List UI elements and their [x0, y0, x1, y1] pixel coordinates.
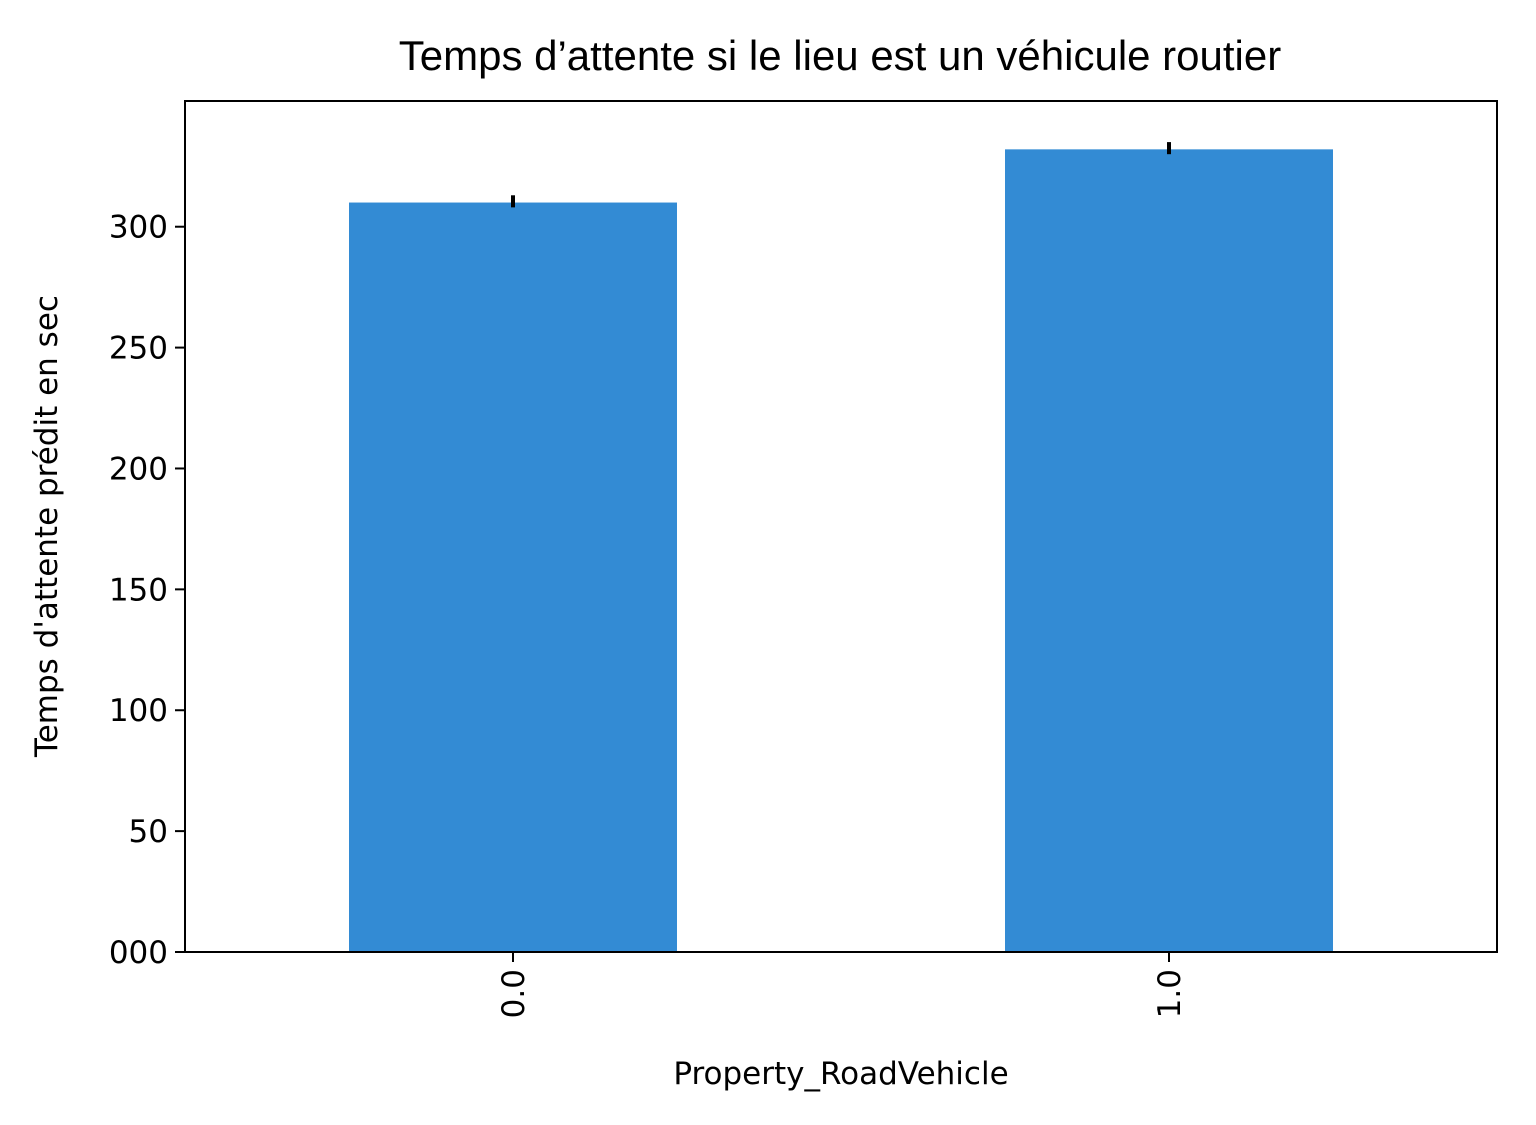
y-tick-label-2: 100 [109, 693, 168, 729]
y-axis-label: Temps d'attente prédit en sec [29, 295, 65, 758]
error-bars-group [511, 142, 1171, 208]
y-axis: 000 50 100 150 200 250 300 [109, 210, 185, 971]
bar-0 [349, 202, 677, 952]
y-tick-label-1: 50 [129, 814, 168, 850]
y-tick-label-5: 250 [109, 331, 168, 367]
y-tick-label-3: 150 [109, 572, 168, 608]
chart-title: Temps d’attente si le lieu est un véhicu… [399, 32, 1281, 79]
x-tick-label-0: 0.0 [496, 969, 532, 1018]
y-tick-label-4: 200 [109, 451, 168, 487]
plot-frame [184, 100, 1498, 953]
x-axis-label: Property_RoadVehicle [673, 1056, 1008, 1092]
x-tick-label-1: 1.0 [1152, 969, 1188, 1018]
y-tick-label-6: 300 [109, 210, 168, 246]
bar-1 [1005, 149, 1333, 952]
bars-group [349, 149, 1333, 952]
y-tick-label-0: 000 [109, 935, 168, 971]
plot-area [184, 100, 1498, 953]
x-axis: 0.0 1.0 [496, 952, 1188, 1018]
